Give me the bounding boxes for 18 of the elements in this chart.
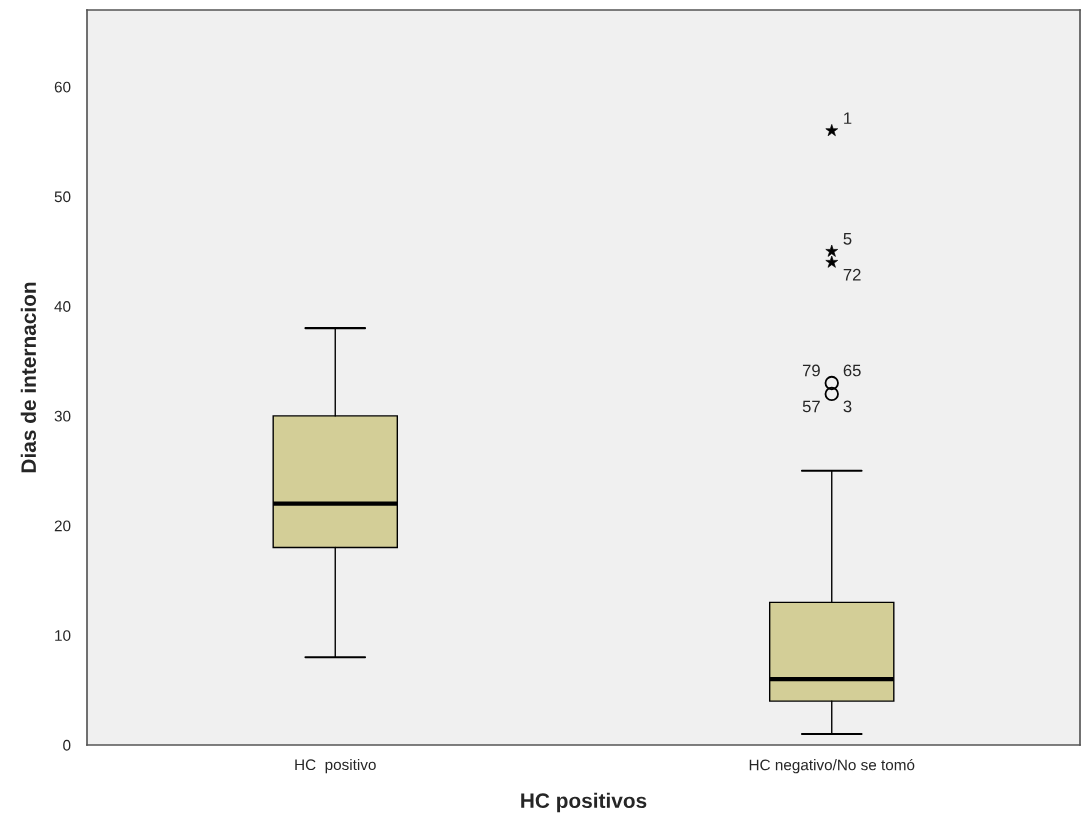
y-tick-label: 0: [63, 739, 71, 751]
y-tick-label: 10: [55, 630, 71, 641]
y-tick-label: 60: [54, 81, 71, 93]
y-axis-title: Dias de internacion: [20, 282, 37, 473]
annotation: 79: [802, 364, 820, 377]
y-tick-label: 30: [54, 410, 71, 422]
annotation: 72: [843, 268, 861, 281]
y-tick-label: 50: [54, 191, 71, 203]
annotation: 3: [843, 400, 852, 413]
x-axis-title: HC positivos: [521, 792, 647, 813]
annotation: 65: [843, 364, 861, 377]
y-tick-label: 40: [54, 301, 71, 312]
x-tick-label: HC positivo: [295, 758, 376, 774]
annotation: 5: [843, 233, 852, 245]
y-tick-label: 20: [54, 520, 71, 532]
x-tick-label: HC negativo/No se tomó: [749, 758, 915, 774]
annotation: 57: [802, 400, 820, 413]
annotation: 1: [844, 112, 852, 124]
